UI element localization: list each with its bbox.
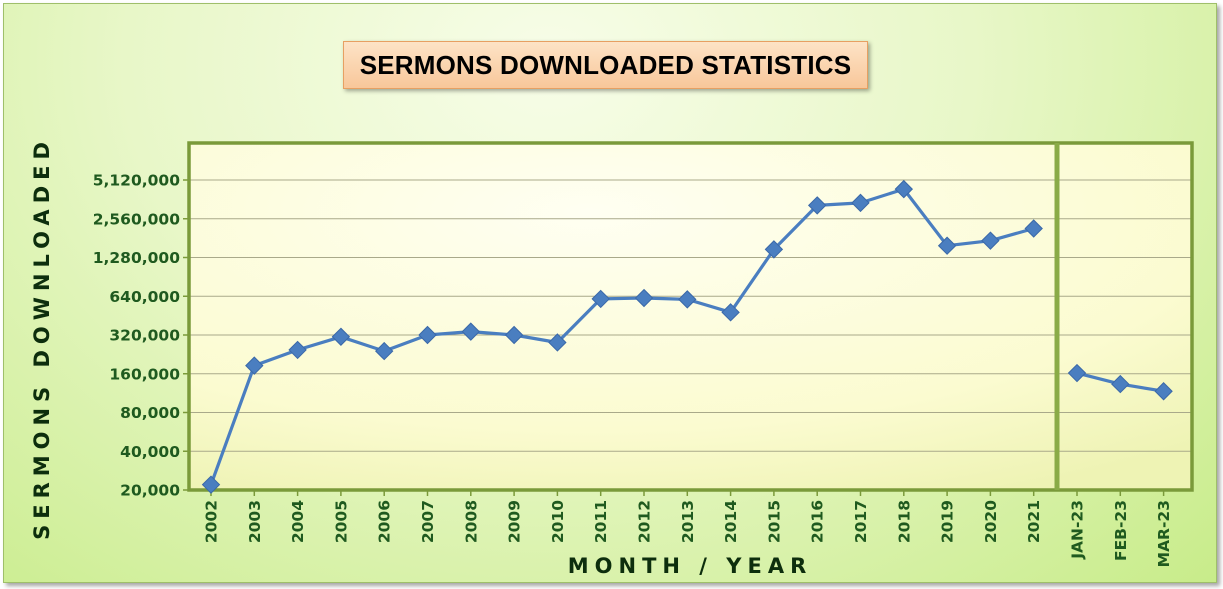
data-point-2012 (634, 288, 654, 308)
data-point-2005 (331, 327, 351, 346)
x-tick-label: 2014 (722, 500, 740, 543)
x-tick-label: 2017 (852, 500, 870, 543)
data-point-2011 (591, 289, 610, 309)
data-point-2010 (548, 333, 567, 352)
y-tick-label: 40,000 (120, 443, 180, 461)
data-point-2013 (678, 290, 697, 309)
y-tick-label: 5,120,000 (93, 172, 180, 190)
x-tick-label: 2019 (939, 500, 957, 543)
y-tick-label: 2,560,000 (93, 210, 180, 228)
x-tick-label: 2003 (246, 500, 264, 543)
x-tick-label: 2021 (1025, 500, 1043, 543)
data-point-2018 (894, 179, 914, 199)
x-tick-label: 2007 (419, 500, 437, 543)
x-tick-label: 2004 (289, 500, 307, 543)
data-point-JAN-23 (1067, 363, 1087, 383)
x-tick-label: FEB-23 (1112, 500, 1130, 561)
data-point-FEB-23 (1111, 374, 1130, 394)
data-point-2016 (807, 196, 827, 215)
x-tick-label: MAR-23 (1155, 500, 1173, 567)
x-tick-label: 2011 (592, 500, 610, 543)
y-tick-label: 160,000 (109, 365, 180, 383)
data-point-2017 (851, 193, 870, 213)
data-point-2009 (504, 325, 524, 345)
data-point-2007 (418, 325, 437, 345)
gridlines (189, 179, 1192, 452)
y-tick-label: 320,000 (109, 327, 180, 345)
data-point-2006 (374, 341, 394, 361)
data-point-2004 (288, 340, 307, 360)
y-tick-label: 1,280,000 (93, 249, 180, 267)
data-point-2008 (461, 322, 481, 341)
x-tick-label: 2018 (895, 500, 913, 543)
x-tick-label: 2012 (636, 500, 654, 543)
data-point-2002 (201, 475, 221, 494)
data-point-2019 (937, 236, 957, 255)
series-downloads (201, 179, 1173, 494)
x-tick-label: 2005 (332, 500, 350, 543)
x-tick-label: 2006 (376, 500, 394, 543)
x-tick-label: 2009 (506, 500, 524, 543)
data-point-2015 (764, 240, 784, 259)
x-tick-label: 2010 (549, 500, 567, 543)
y-axis-label: SERMONS DOWNLOADED (30, 136, 54, 540)
plot-border (187, 141, 1194, 492)
x-tick-label: 2020 (982, 500, 1000, 543)
x-tick-label: 2013 (679, 500, 697, 543)
plot-area (189, 143, 1192, 490)
x-tick-label: 2015 (765, 500, 783, 543)
data-point-2014 (721, 303, 740, 322)
data-point-2003 (245, 356, 264, 375)
data-point-MAR-23 (1154, 382, 1173, 401)
x-tick-label: 2008 (462, 500, 480, 543)
data-point-2020 (981, 231, 1000, 250)
x-axis-ticks: 2002 2003 2004 2005 2006 2007 2008 2009 2010 2011… (203, 490, 1173, 567)
x-tick-label: JAN-23 (1069, 500, 1087, 560)
series-line-yearly (209, 187, 1035, 486)
y-axis-ticks: 20,000 40,000 80,000 160,000 320,000 640,000 1… (93, 172, 189, 500)
x-axis-label: MONTH / YEAR (568, 554, 813, 578)
y-tick-label: 640,000 (109, 288, 180, 306)
data-point-2021 (1024, 219, 1043, 238)
y-tick-label: 20,000 (120, 482, 180, 500)
y-tick-label: 80,000 (120, 404, 180, 422)
title-box: SERMONS DOWNLOADED STATISTICS (343, 41, 868, 89)
chart-title: SERMONS DOWNLOADED STATISTICS (359, 49, 852, 80)
x-tick-label: 2016 (809, 500, 827, 543)
x-tick-label: 2002 (203, 500, 221, 543)
